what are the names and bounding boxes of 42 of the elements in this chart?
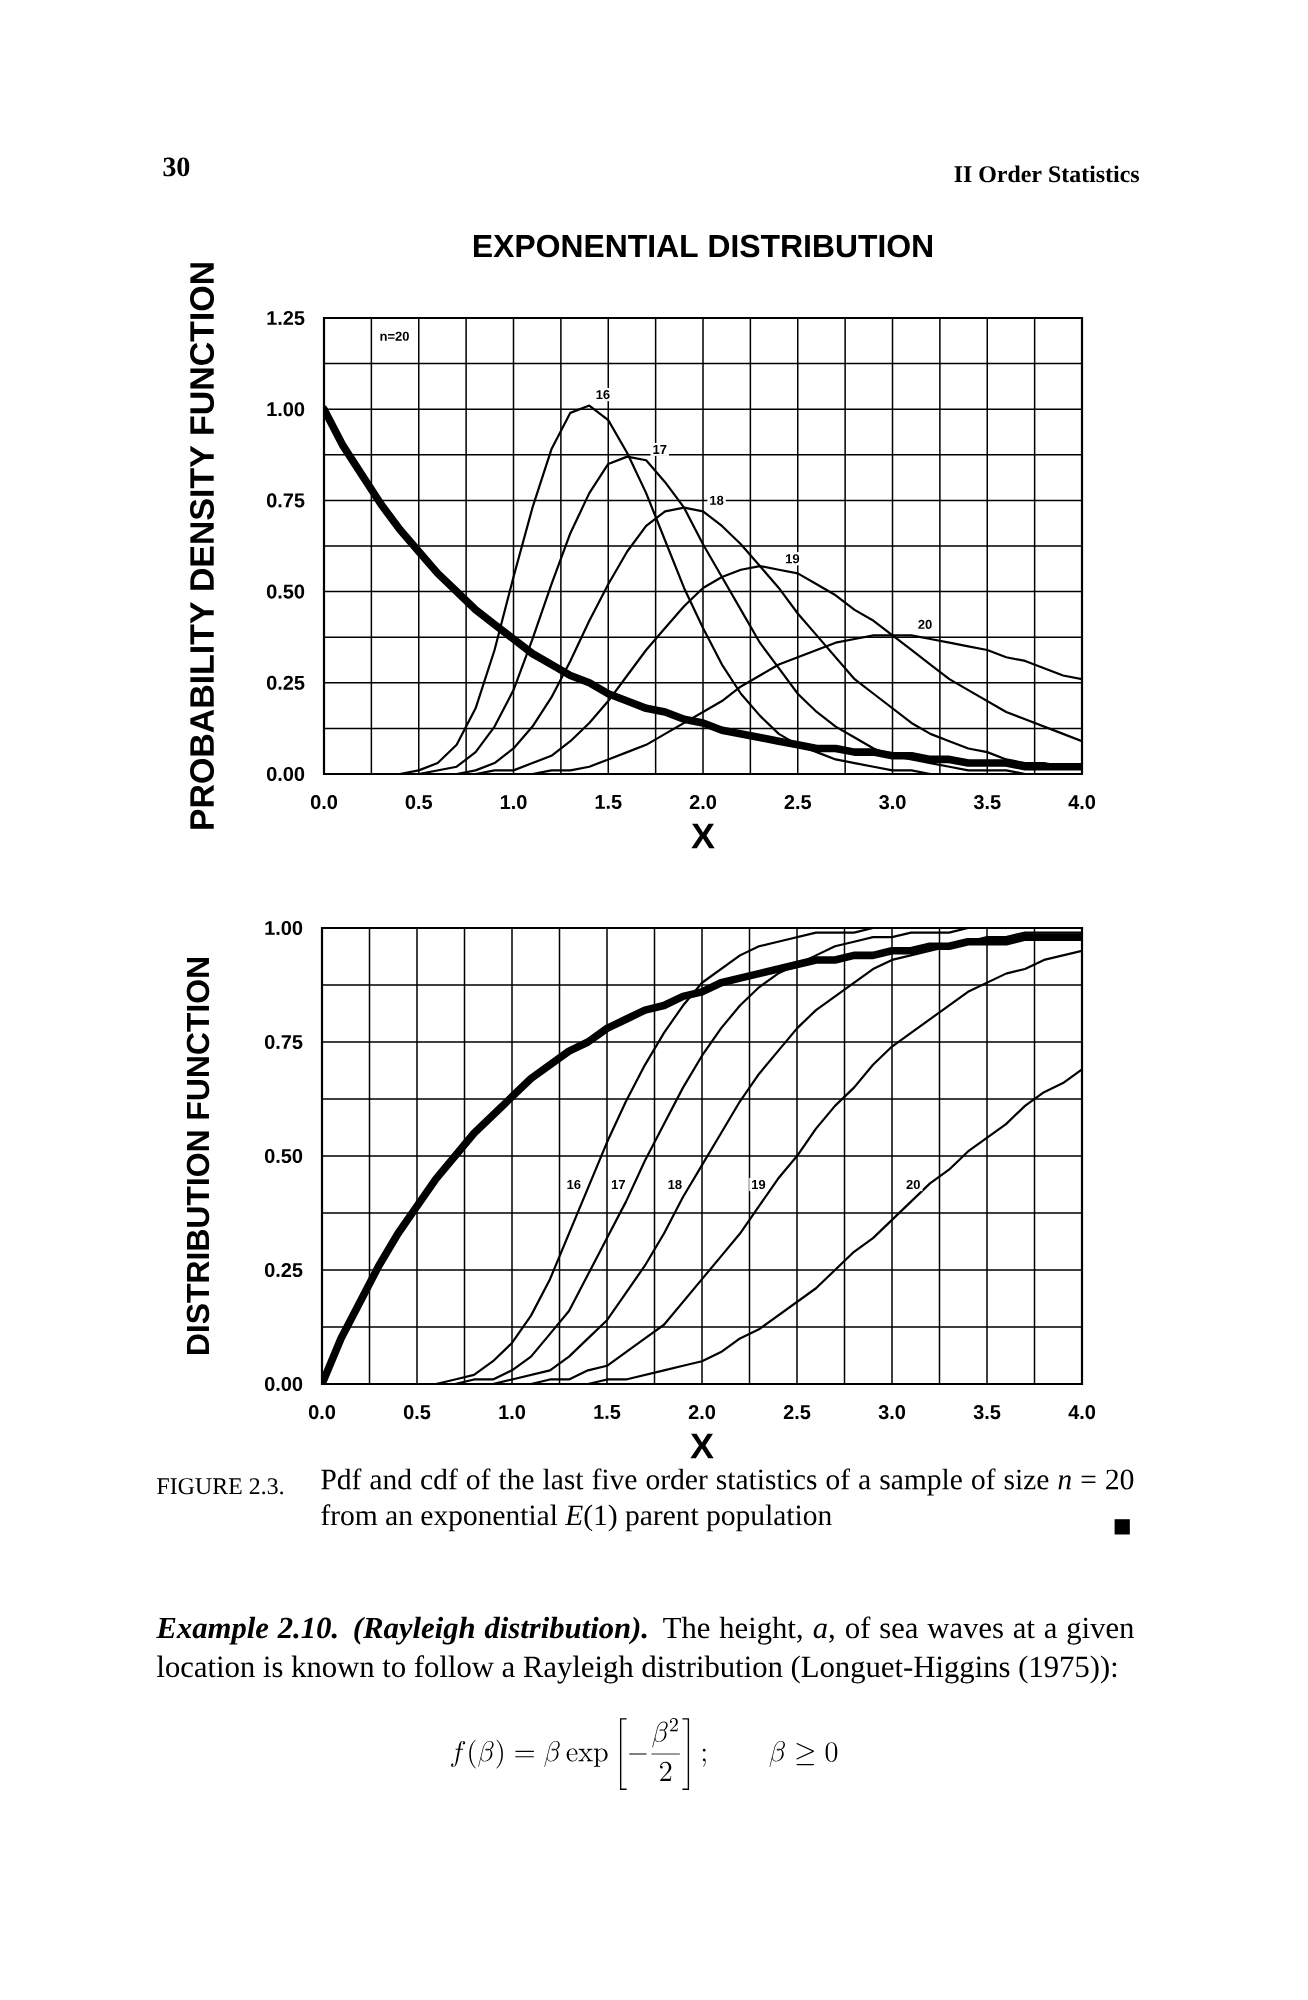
x-tick-label: 3.5: [973, 795, 1001, 810]
y-axis-title: DISTRIBUTION FUNCTION: [186, 958, 210, 1355]
x-tick-label: 3.0: [878, 1405, 906, 1420]
y-tick-label: 0.00: [264, 1376, 303, 1392]
text: from an exponential E(1) parent population: [321, 1504, 832, 1532]
y-tick-label: 1.25: [267, 310, 305, 326]
x-tick-label: 2.0: [688, 1405, 716, 1420]
y-tick-label: 0.50: [264, 1148, 303, 1164]
x-tick-label: 0.5: [405, 795, 433, 810]
x-axis-title: X: [691, 823, 715, 849]
x-tick-label: 4.0: [1068, 1405, 1096, 1420]
x-tick-label: 1.0: [500, 795, 527, 810]
y-tick-label: 0.50: [266, 584, 305, 599]
x-tick-label: 1.5: [594, 1405, 621, 1419]
x-axis-title: X: [690, 1433, 714, 1459]
text: 30: [163, 157, 190, 177]
x-tick-label: 1.0: [499, 1405, 526, 1420]
y-axis-title: PROBABILITY DENSITY FUNCTION: [190, 263, 215, 829]
y-tick-label: 0.75: [266, 493, 305, 508]
y-tick-label: 0.25: [264, 1262, 303, 1278]
x-tick-label: 2.5: [784, 795, 812, 810]
chart-title: EXPONENTIAL DISTRIBUTION: [473, 234, 932, 258]
text: II Order Statistics: [954, 165, 1140, 183]
caption: FIGURE 2.3.: [157, 1478, 284, 1495]
x-tick-label: 3.0: [879, 795, 906, 810]
x-tick-label: 2.0: [689, 795, 717, 810]
text: $f(\beta) = \beta\exp\left[-\frac{\beta^{2}}{2}\right]; \qquad \beta \geq 0$: [451, 1718, 838, 1790]
y-tick-label: 0.75: [264, 1034, 303, 1050]
x-tick-label: 3.5: [973, 1405, 1001, 1420]
x-tick-label: 0.0: [310, 795, 338, 810]
text: Pdf and cdf of the last five order statistics of a sample of size n = 20: [321, 1468, 1134, 1496]
text: ■: [1114, 1519, 1130, 1535]
x-tick-label: 0.0: [308, 1405, 336, 1420]
x-tick-label: 1.5: [595, 795, 622, 809]
y-tick-label: 0.25: [266, 675, 305, 690]
y-tick-label: 0.00: [266, 766, 305, 782]
x-tick-label: 4.0: [1068, 795, 1096, 810]
y-tick-label: 1.00: [267, 402, 305, 417]
x-tick-label: 0.5: [403, 1405, 431, 1420]
x-tick-label: 2.5: [783, 1405, 811, 1420]
y-tick-label: 1.00: [265, 920, 303, 936]
text: Example 2.10. (Rayleigh distribution). The height, a, of sea waves at a given location is known to follow a Rayleigh distribution (Longuet-Higgins (1975)):: [156, 1616, 1134, 1684]
